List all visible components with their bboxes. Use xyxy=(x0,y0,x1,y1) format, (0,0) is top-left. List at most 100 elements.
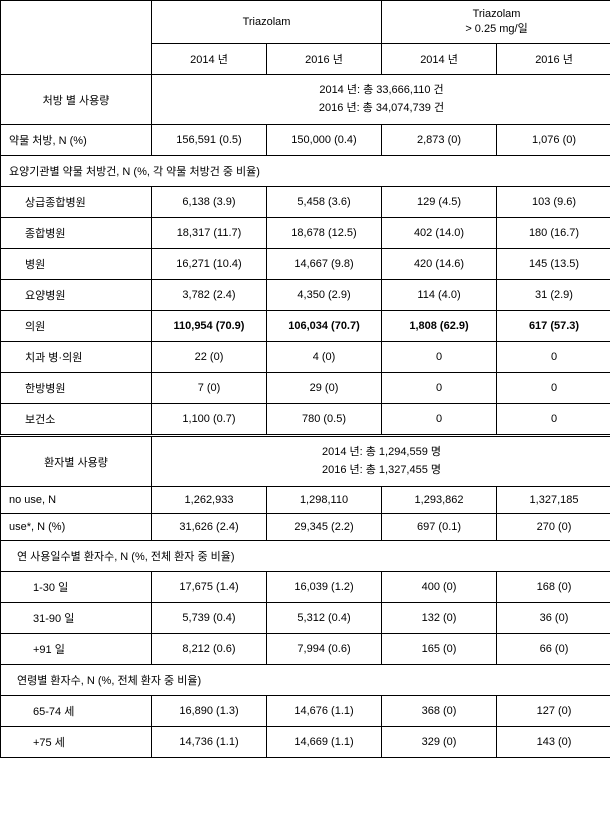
age-v4: 143 (0) xyxy=(497,727,610,758)
inst-v2: 5,458 (3.6) xyxy=(267,187,382,218)
inst-v2: 4,350 (2.9) xyxy=(267,280,382,311)
inst-v1: 3,782 (2.4) xyxy=(152,280,267,311)
inst-label: 한방병원 xyxy=(1,373,152,404)
inst-label: 요양병원 xyxy=(1,280,152,311)
inst-v2: 4 (0) xyxy=(267,342,382,373)
inst-v4: 31 (2.9) xyxy=(497,280,610,311)
inst-v3: 0 xyxy=(382,373,497,404)
inst-label: 치과 병·의원 xyxy=(1,342,152,373)
table-row: 31-90 일 5,739 (0.4) 5,312 (0.4) 132 (0) … xyxy=(1,603,610,634)
table-row: 요양병원 3,782 (2.4) 4,350 (2.9) 114 (4.0) 3… xyxy=(1,280,610,311)
inst-label: 보건소 xyxy=(1,404,152,436)
age-label: 65-74 세 xyxy=(1,696,152,727)
age-v1: 14,736 (1.1) xyxy=(152,727,267,758)
days-label: 31-90 일 xyxy=(1,603,152,634)
days-v4: 66 (0) xyxy=(497,634,610,665)
days-v3: 132 (0) xyxy=(382,603,497,634)
header-y2014-2: 2014 년 xyxy=(382,44,497,75)
inst-label: 상급종합병원 xyxy=(1,187,152,218)
section1-info: 2014 년: 총 33,666,110 건 2016 년: 총 34,074,… xyxy=(152,75,610,125)
use-v2: 29,345 (2.2) xyxy=(267,514,382,541)
table-row: 한방병원 7 (0) 29 (0) 0 0 xyxy=(1,373,610,404)
days-label: +91 일 xyxy=(1,634,152,665)
section2-info-line2: 2016 년: 총 1,327,455 명 xyxy=(322,464,441,476)
section1-info-line2: 2016 년: 총 34,074,739 건 xyxy=(319,102,444,114)
header-y2016-2: 2016 년 xyxy=(497,44,610,75)
use-row: use*, N (%) 31,626 (2.4) 29,345 (2.2) 69… xyxy=(1,514,610,541)
drug-presc-v3: 2,873 (0) xyxy=(382,125,497,156)
age-v1: 16,890 (1.3) xyxy=(152,696,267,727)
days-label: 1-30 일 xyxy=(1,572,152,603)
nouse-v2: 1,298,110 xyxy=(267,487,382,514)
inst-v1: 7 (0) xyxy=(152,373,267,404)
inst-v1: 110,954 (70.9) xyxy=(152,311,267,342)
days-v4: 168 (0) xyxy=(497,572,610,603)
days-header-row: 연 사용일수별 환자수, N (%, 전체 환자 중 비율) xyxy=(1,541,610,572)
inst-v1: 1,100 (0.7) xyxy=(152,404,267,436)
inst-v2: 14,667 (9.8) xyxy=(267,249,382,280)
inst-label: 의원 xyxy=(1,311,152,342)
age-v3: 329 (0) xyxy=(382,727,497,758)
inst-v1: 6,138 (3.9) xyxy=(152,187,267,218)
header-y2016-1: 2016 년 xyxy=(267,44,382,75)
inst-v2: 106,034 (70.7) xyxy=(267,311,382,342)
days-v1: 8,212 (0.6) xyxy=(152,634,267,665)
inst-v1: 18,317 (11.7) xyxy=(152,218,267,249)
nouse-v1: 1,262,933 xyxy=(152,487,267,514)
section2-title: 환자별 사용량 xyxy=(1,436,152,487)
header-group2: Triazolam > 0.25 mg/일 xyxy=(382,1,610,44)
institution-header-row: 요양기관별 약물 처방건, N (%, 각 약물 처방건 중 비율) xyxy=(1,156,610,187)
inst-v4: 0 xyxy=(497,373,610,404)
section2-info-line1: 2014 년: 총 1,294,559 명 xyxy=(322,446,441,458)
days-v2: 16,039 (1.2) xyxy=(267,572,382,603)
table-row: 병원 16,271 (10.4) 14,667 (9.8) 420 (14.6)… xyxy=(1,249,610,280)
table-row: 보건소 1,100 (0.7) 780 (0.5) 0 0 xyxy=(1,404,610,436)
days-v3: 165 (0) xyxy=(382,634,497,665)
age-v4: 127 (0) xyxy=(497,696,610,727)
days-v2: 7,994 (0.6) xyxy=(267,634,382,665)
table-row: 1-30 일 17,675 (1.4) 16,039 (1.2) 400 (0)… xyxy=(1,572,610,603)
inst-v2: 18,678 (12.5) xyxy=(267,218,382,249)
inst-v1: 16,271 (10.4) xyxy=(152,249,267,280)
section2-info: 2014 년: 총 1,294,559 명 2016 년: 총 1,327,45… xyxy=(152,436,610,487)
nouse-v4: 1,327,185 xyxy=(497,487,610,514)
table-row: +91 일 8,212 (0.6) 7,994 (0.6) 165 (0) 66… xyxy=(1,634,610,665)
table-row: 의원 110,954 (70.9) 106,034 (70.7) 1,808 (… xyxy=(1,311,610,342)
institution-header: 요양기관별 약물 처방건, N (%, 각 약물 처방건 중 비율) xyxy=(1,156,610,187)
nouse-row: no use, N 1,262,933 1,298,110 1,293,862 … xyxy=(1,487,610,514)
days-v3: 400 (0) xyxy=(382,572,497,603)
drug-presc-v1: 156,591 (0.5) xyxy=(152,125,267,156)
nouse-label: no use, N xyxy=(1,487,152,514)
days-v4: 36 (0) xyxy=(497,603,610,634)
inst-v1: 22 (0) xyxy=(152,342,267,373)
age-v2: 14,676 (1.1) xyxy=(267,696,382,727)
header-empty xyxy=(1,1,152,75)
drug-presc-row: 약물 처방, N (%) 156,591 (0.5) 150,000 (0.4)… xyxy=(1,125,610,156)
drug-presc-v2: 150,000 (0.4) xyxy=(267,125,382,156)
table-row: 상급종합병원 6,138 (3.9) 5,458 (3.6) 129 (4.5)… xyxy=(1,187,610,218)
inst-v4: 0 xyxy=(497,342,610,373)
header-row-1: Triazolam Triazolam > 0.25 mg/일 xyxy=(1,1,610,44)
table-row: +75 세 14,736 (1.1) 14,669 (1.1) 329 (0) … xyxy=(1,727,610,758)
inst-v4: 0 xyxy=(497,404,610,436)
age-v2: 14,669 (1.1) xyxy=(267,727,382,758)
section1-row: 처방 별 사용량 2014 년: 총 33,666,110 건 2016 년: … xyxy=(1,75,610,125)
age-label: +75 세 xyxy=(1,727,152,758)
days-header: 연 사용일수별 환자수, N (%, 전체 환자 중 비율) xyxy=(1,541,610,572)
inst-v3: 114 (4.0) xyxy=(382,280,497,311)
age-header-row: 연령별 환자수, N (%, 전체 환자 중 비율) xyxy=(1,665,610,696)
section2-row: 환자별 사용량 2014 년: 총 1,294,559 명 2016 년: 총 … xyxy=(1,436,610,487)
nouse-v3: 1,293,862 xyxy=(382,487,497,514)
use-v4: 270 (0) xyxy=(497,514,610,541)
inst-v3: 402 (14.0) xyxy=(382,218,497,249)
header-y2014-1: 2014 년 xyxy=(152,44,267,75)
days-v1: 5,739 (0.4) xyxy=(152,603,267,634)
inst-v3: 0 xyxy=(382,342,497,373)
age-v3: 368 (0) xyxy=(382,696,497,727)
use-v3: 697 (0.1) xyxy=(382,514,497,541)
inst-v4: 180 (16.7) xyxy=(497,218,610,249)
inst-v3: 420 (14.6) xyxy=(382,249,497,280)
inst-v3: 1,808 (62.9) xyxy=(382,311,497,342)
inst-v4: 617 (57.3) xyxy=(497,311,610,342)
inst-label: 종합병원 xyxy=(1,218,152,249)
